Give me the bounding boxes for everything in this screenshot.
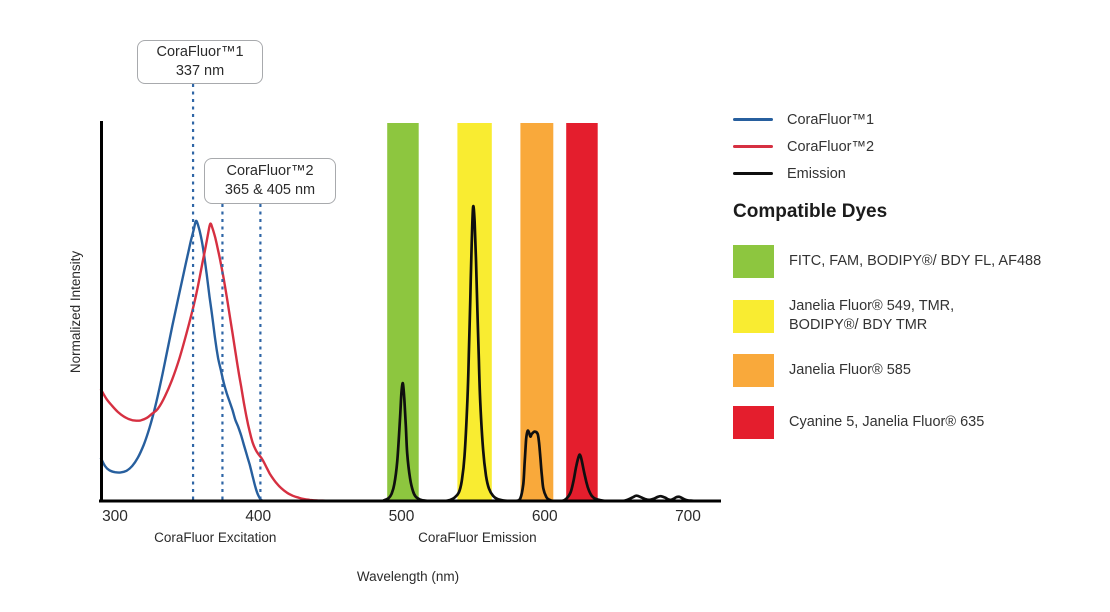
orange-filter-swatch xyxy=(733,354,774,387)
legend-label-corafluor1: CoraFluor™1 xyxy=(787,111,875,128)
dye-item-red: Cyanine 5, Janelia Fluor® 635 xyxy=(733,406,1093,439)
dye-label-orange: Janelia Fluor® 585 xyxy=(789,362,911,378)
emission-line-swatch xyxy=(733,172,773,175)
green-filter-swatch xyxy=(733,245,774,278)
curve-corafluor-2 xyxy=(99,222,335,503)
legend-series-list: CoraFluor™1 CoraFluor™2 Emission xyxy=(733,106,1093,187)
callout-corafluor2-wavelength: 365 & 405 nm xyxy=(224,182,316,198)
dye-label-red: Cyanine 5, Janelia Fluor® 635 xyxy=(789,414,985,430)
yellow-filter-swatch xyxy=(733,299,774,333)
dye-label-yellow: Janelia Fluor® 549, TMR, BODIPY®/ BDY TM… xyxy=(789,298,955,333)
callout-corafluor1-title: CoraFluor™1 xyxy=(156,44,244,60)
legend-label-emission: Emission xyxy=(787,165,846,182)
x-axis-title: Wavelength (nm) xyxy=(357,569,459,584)
x-tick-label-500: 500 xyxy=(389,508,415,525)
legend-item-corafluor2: CoraFluor™2 xyxy=(733,133,1093,160)
axis-section-label-0: CoraFluor Excitation xyxy=(154,530,276,545)
compatible-dyes-heading: Compatible Dyes xyxy=(733,201,888,222)
x-tick-label-600: 600 xyxy=(532,508,558,525)
legend-item-emission: Emission xyxy=(733,160,1093,187)
dye-label-green: FITC, FAM, BODIPY®/ BDY FL, AF488 xyxy=(789,253,1042,269)
filter-band-3 xyxy=(566,123,598,500)
dye-list: FITC, FAM, BODIPY®/ BDY FL, AF488 Janeli… xyxy=(733,245,1093,439)
spectra-chart: 300 400 500 600 700 CoraFluor Excitation CoraF… xyxy=(68,84,721,584)
legend-label-corafluor2: CoraFluor™2 xyxy=(787,138,875,155)
dye-item-yellow: Janelia Fluor® 549, TMR, BODIPY®/ BDY TM… xyxy=(733,297,1093,335)
curve-corafluor-1 xyxy=(99,219,265,503)
callout-corafluor1: CoraFluor™1 337 nm xyxy=(137,40,263,84)
callout-corafluor2: CoraFluor™2 365 & 405 nm xyxy=(204,158,336,204)
x-tick-label-700: 700 xyxy=(675,508,701,525)
callout-corafluor2-title: CoraFluor™2 xyxy=(226,163,314,179)
legend: CoraFluor™1 CoraFluor™2 Emission Compati… xyxy=(733,106,1093,439)
y-axis-title: Normalized Intensity xyxy=(68,251,83,374)
filter-band-1 xyxy=(457,123,492,500)
legend-item-corafluor1: CoraFluor™1 xyxy=(733,106,1093,133)
x-tick-label-400: 400 xyxy=(245,508,271,525)
filter-band-0 xyxy=(387,123,419,500)
dye-item-orange: Janelia Fluor® 585 xyxy=(733,354,1093,387)
dye-item-green: FITC, FAM, BODIPY®/ BDY FL, AF488 xyxy=(733,245,1093,278)
red-filter-swatch xyxy=(733,406,774,439)
x-tick-label-300: 300 xyxy=(102,508,128,525)
corafluor2-line-swatch xyxy=(733,145,773,148)
axis-section-label-1: CoraFluor Emission xyxy=(418,530,537,545)
corafluor1-line-swatch xyxy=(733,118,773,121)
callout-corafluor1-wavelength: 337 nm xyxy=(175,63,225,79)
